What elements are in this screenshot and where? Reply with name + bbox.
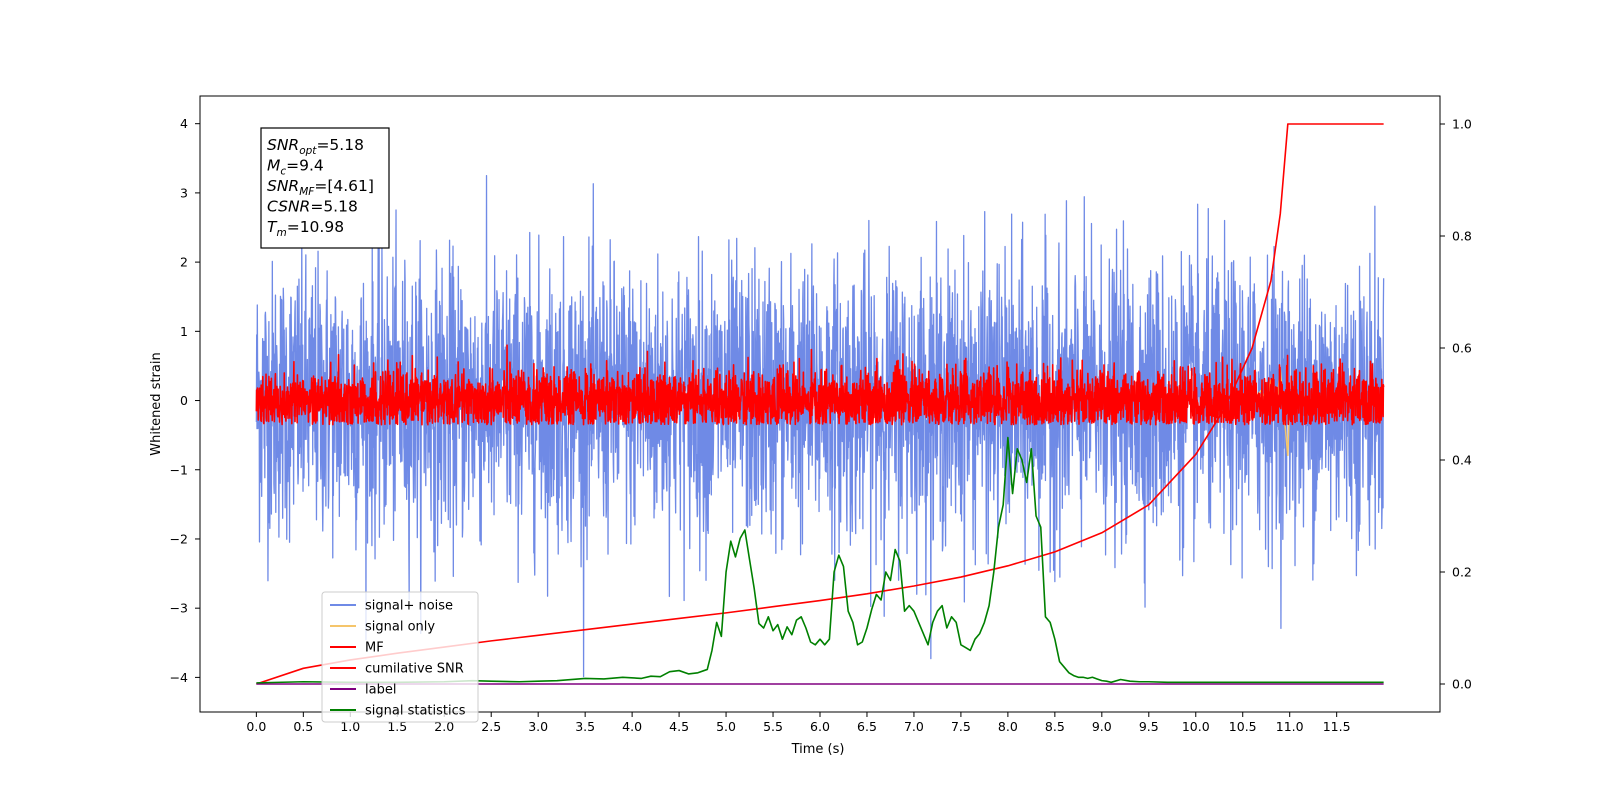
info-box-line: CSNR=5.18: [267, 198, 358, 216]
info-box-line: SNRMF=[4.61]: [267, 177, 374, 198]
info-box-line: Tm=10.98: [267, 218, 344, 239]
info-box-line: SNRopt=5.18: [267, 136, 364, 157]
y2-tick-label: 0.6: [1452, 341, 1472, 356]
y-tick-label: 4: [180, 116, 188, 131]
y2-tick-label: 0.8: [1452, 229, 1472, 244]
legend-label: MF: [365, 641, 384, 656]
legend-label: label: [365, 683, 396, 698]
y-axis-label: Whitened strain: [149, 352, 164, 455]
y-axis-left: 4 3 2 1 0 −1 −2 −3 −4: [170, 116, 200, 685]
x-axis-label: Time (s): [791, 742, 845, 757]
y-tick-label: −1: [170, 462, 188, 477]
info-symbol: SNR: [267, 136, 299, 154]
legend-label: signal statistics: [365, 704, 466, 719]
x-tick-label: 10.5: [1229, 719, 1257, 734]
x-tick-label: 5.5: [763, 719, 783, 734]
info-symbol: T: [267, 218, 278, 236]
legend-label: cumilative SNR: [365, 662, 464, 677]
info-box-line: Mc=9.4: [267, 157, 324, 178]
x-tick-label: 6.5: [857, 719, 877, 734]
x-tick-label: 4.0: [622, 719, 642, 734]
y2-tick-label: 0.4: [1452, 453, 1472, 468]
x-tick-label: 2.5: [481, 719, 501, 734]
series-mf-line: [255, 344, 1385, 426]
info-subscript: MF: [299, 186, 315, 198]
x-tick-label: 11.5: [1323, 719, 1351, 734]
y-axis-right: 1.0 0.8 0.6 0.4 0.2 0.0: [1440, 117, 1472, 692]
x-tick-label: 3.0: [528, 719, 548, 734]
x-tick-label: 4.5: [669, 719, 689, 734]
y-tick-label: −2: [170, 531, 188, 546]
x-tick-label: 6.0: [810, 719, 830, 734]
x-tick-label: 0.5: [293, 719, 313, 734]
info-subscript: m: [276, 227, 286, 239]
info-symbol: CSNR: [267, 198, 310, 216]
info-value: =[4.61]: [314, 177, 374, 195]
series-signal-statistics-line: [256, 436, 1384, 684]
x-tick-label: 1.0: [340, 719, 360, 734]
x-tick-label: 2.0: [434, 719, 454, 734]
x-tick-label: 1.5: [387, 719, 407, 734]
x-tick-label: 9.0: [1092, 719, 1112, 734]
x-tick-label: 5.0: [716, 719, 736, 734]
y-tick-label: −3: [170, 601, 188, 616]
y-tick-label: 3: [180, 185, 188, 200]
info-subscript: opt: [299, 145, 317, 157]
legend: signal+ noise signal only MF cumilative SNR…: [321, 591, 479, 723]
x-tick-label: 7.5: [951, 719, 971, 734]
x-tick-label: 9.5: [1139, 719, 1159, 734]
info-subscript: c: [280, 166, 286, 178]
info-value: =5.18: [310, 198, 358, 216]
x-axis: 0.0 0.5 1.0 1.5 2.0 2.5 3.0 3.5 4.0 4.5 5.0 5.5 6.0 6…: [246, 712, 1351, 734]
x-tick-label: 0.0: [246, 719, 266, 734]
info-symbol: SNR: [267, 177, 299, 195]
x-tick-label: 8.0: [998, 719, 1018, 734]
x-tick-label: 3.5: [575, 719, 595, 734]
y2-tick-label: 0.0: [1452, 677, 1472, 692]
parameter-info-box: SNRopt=5.18Mc=9.4SNRMF=[4.61]CSNR=5.18Tm…: [260, 127, 390, 249]
y-tick-label: −4: [170, 670, 188, 685]
x-tick-label: 11.0: [1276, 719, 1304, 734]
info-value: =5.18: [316, 136, 364, 154]
info-box-frame: [260, 127, 390, 249]
y-tick-label: 0: [180, 393, 188, 408]
info-value: =10.98: [287, 218, 344, 236]
x-tick-label: 7.0: [904, 719, 924, 734]
legend-label: signal only: [365, 620, 435, 635]
y2-tick-label: 0.2: [1452, 565, 1472, 580]
y2-tick-label: 1.0: [1452, 117, 1472, 132]
info-value: =9.4: [286, 157, 324, 175]
legend-label: signal+ noise: [365, 599, 453, 614]
x-tick-label: 10.0: [1182, 719, 1210, 734]
y-tick-label: 2: [180, 255, 188, 270]
y-tick-label: 1: [180, 324, 188, 339]
legend-frame: [321, 591, 479, 723]
x-tick-label: 8.5: [1045, 719, 1065, 734]
info-symbol: M: [267, 157, 280, 175]
